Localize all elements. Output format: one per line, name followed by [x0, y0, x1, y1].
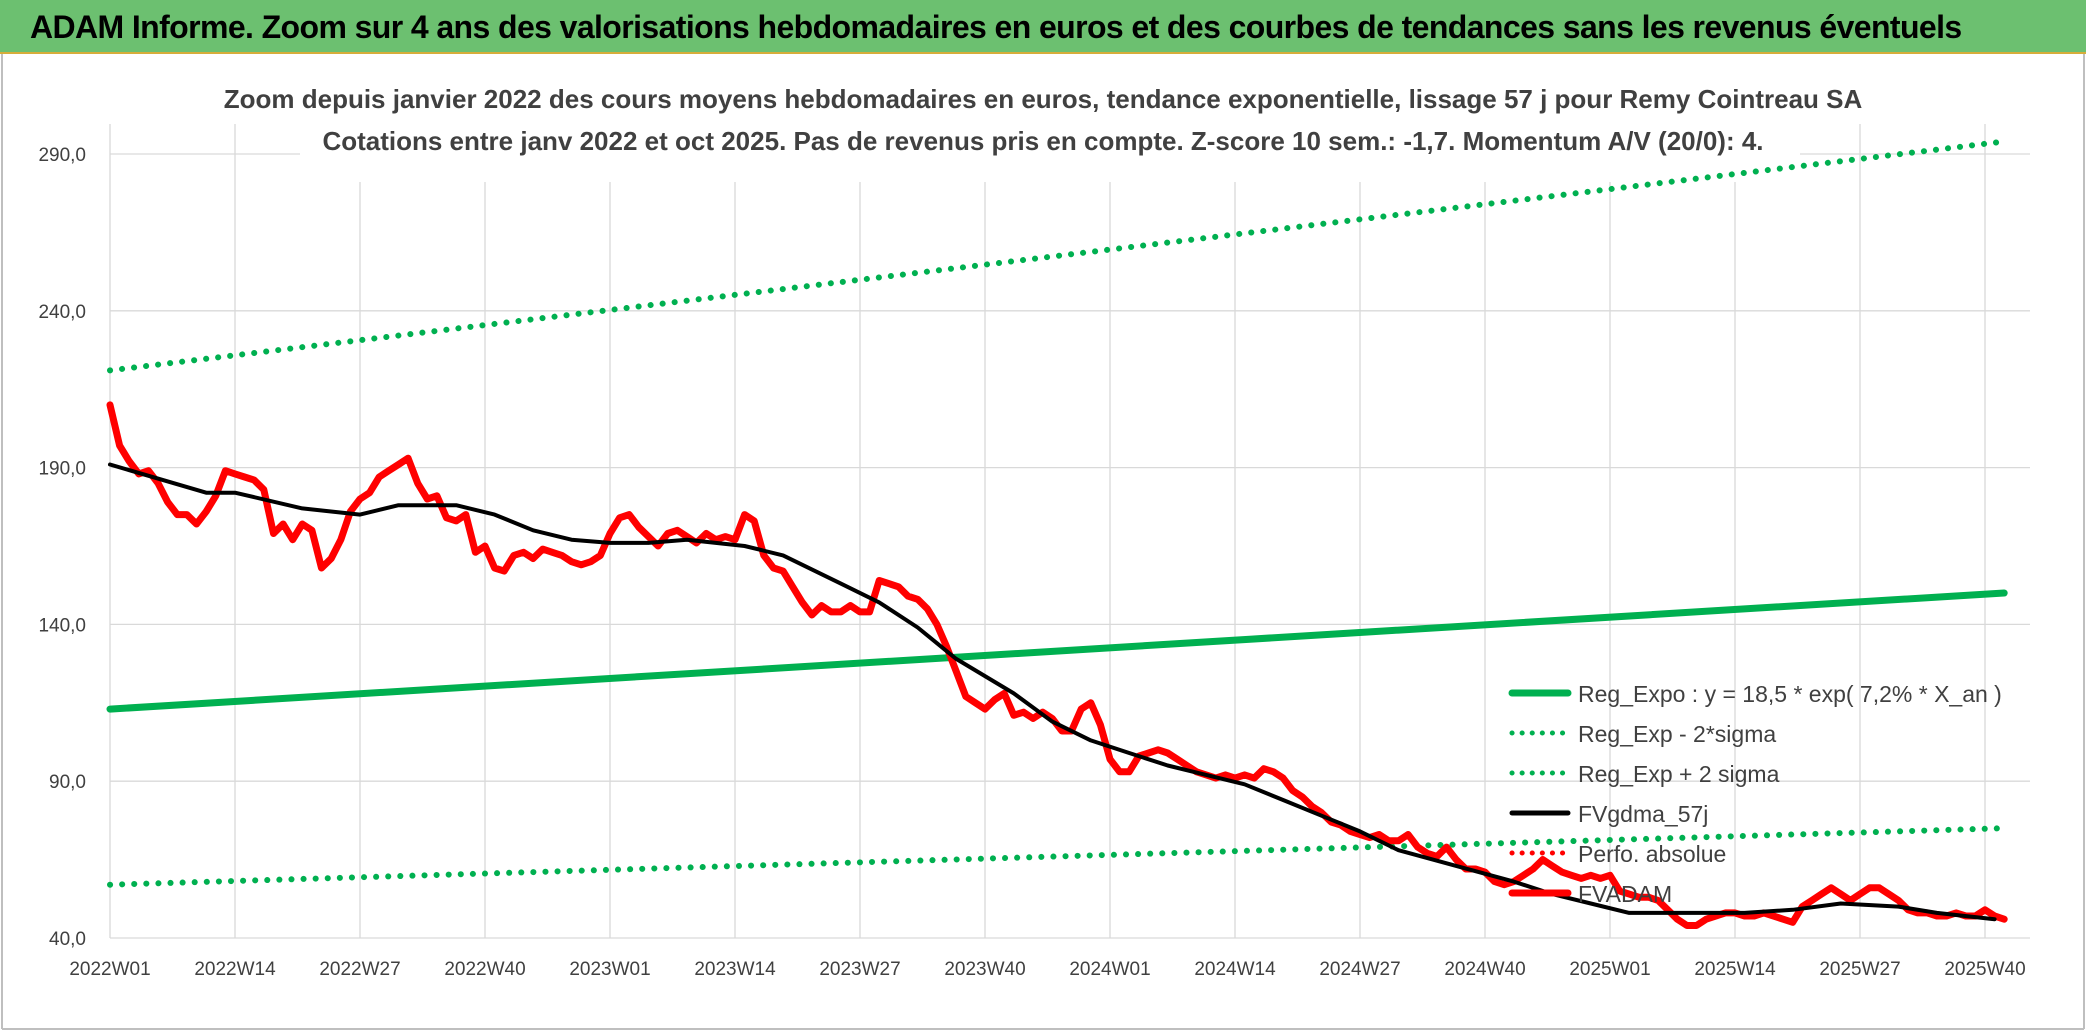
x-tick-label: 2024W14 [1194, 959, 1276, 980]
x-tick-label: 2022W40 [444, 959, 525, 980]
x-tick-label: 2023W40 [944, 959, 1025, 980]
y-tick-label: 290,0 [38, 145, 86, 166]
title-backdrop [300, 74, 1800, 182]
series-lines [106, 138, 2008, 929]
chart-subtitle: Cotations entre janv 2022 et oct 2025. P… [322, 126, 1763, 156]
series-line-reg-exp-2-sigma [107, 825, 2008, 888]
x-tick-label: 2023W14 [694, 959, 776, 980]
x-tick-label: 2025W40 [1944, 959, 2025, 980]
legend-label-perfo-absolue: Perfo. absolue [1578, 841, 1726, 867]
chart-area: Zoom depuis janvier 2022 des cours moyen… [0, 54, 2086, 1031]
series-line-reg-exp-2-sigma [107, 138, 2008, 374]
x-tick-label: 2022W01 [69, 959, 150, 980]
chart-legend: Reg_Expo : y = 18,5 * exp( 7,2% * X_an )… [1508, 681, 2002, 907]
x-tick-label: 2023W01 [569, 959, 650, 980]
x-tick-label: 2022W27 [319, 959, 400, 980]
y-tick-label: 40,0 [49, 929, 86, 950]
y-tick-label: 190,0 [38, 459, 86, 480]
x-tick-label: 2024W27 [1319, 959, 1400, 980]
x-axis-ticks: 2022W01 2022W14 2022W27 2022W40 2023W01 2023W… [69, 959, 2025, 980]
x-tick-label: 2025W27 [1819, 959, 1900, 980]
report-banner: ADAM Informe. Zoom sur 4 ans des valoris… [0, 0, 2086, 54]
gridlines [109, 124, 2030, 939]
line-chart: Zoom depuis janvier 2022 des cours moyen… [1, 54, 2085, 1030]
x-tick-label: 2022W14 [194, 959, 276, 980]
series-line-reg-expo-y-18-5-exp-7-2-x-an [106, 589, 2008, 713]
y-tick-label: 240,0 [38, 302, 86, 323]
legend-label-reg-exp-minus-2sigma: Reg_Exp - 2*sigma [1578, 721, 1776, 747]
y-axis-ticks: 40,0 90,0 140,0 190,0 240,0 290,0 [38, 145, 86, 950]
legend-label-reg-expo: Reg_Expo : y = 18,5 * exp( 7,2% * X_an ) [1578, 681, 2002, 707]
y-tick-label: 140,0 [38, 615, 86, 636]
x-tick-label: 2025W14 [1694, 959, 1776, 980]
y-tick-label: 90,0 [49, 772, 86, 793]
legend-label-fvadam: FVADAM [1578, 881, 1672, 907]
legend-label-fvgdma: FVgdma_57j [1578, 801, 1708, 827]
x-tick-label: 2025W01 [1569, 959, 1650, 980]
banner-title: ADAM Informe. Zoom sur 4 ans des valoris… [30, 9, 1962, 45]
chart-title: Zoom depuis janvier 2022 des cours moyen… [224, 84, 1863, 114]
x-tick-label: 2024W40 [1444, 959, 1525, 980]
x-tick-label: 2023W27 [819, 959, 900, 980]
legend-label-reg-exp-plus-2sigma: Reg_Exp + 2 sigma [1578, 761, 1780, 787]
x-tick-label: 2024W01 [1069, 959, 1150, 980]
series-line-fvgdma-57j [108, 462, 1997, 922]
